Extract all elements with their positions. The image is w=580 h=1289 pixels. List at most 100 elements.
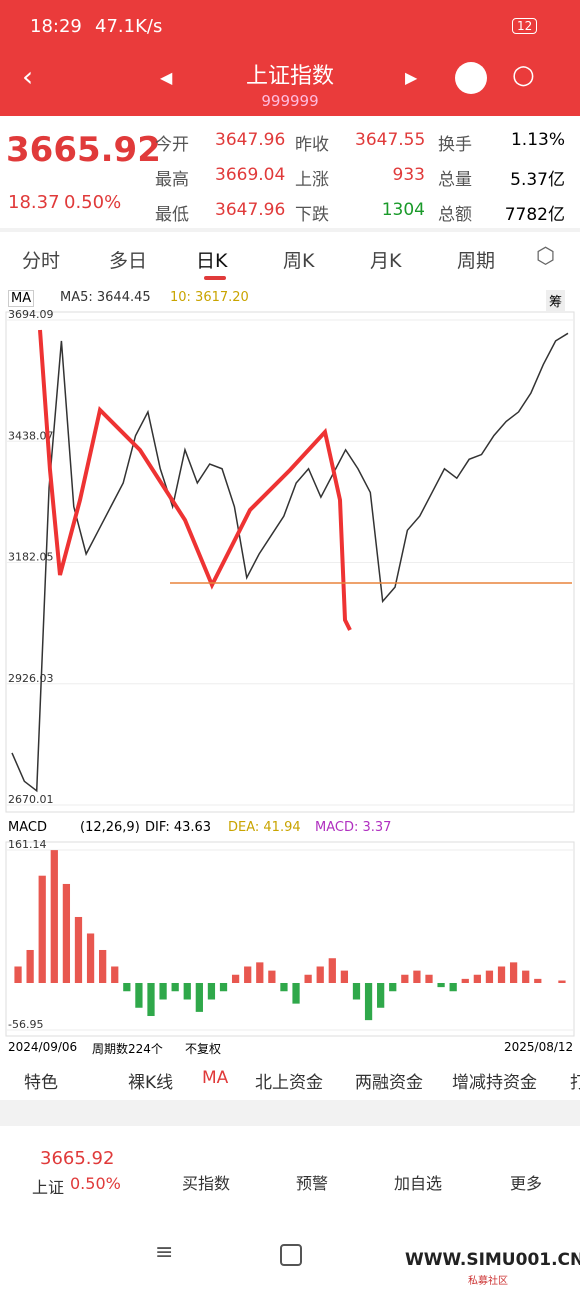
quote-field: 7782亿 <box>504 205 565 225</box>
nav-menu[interactable]: ≡ <box>155 1240 174 1265</box>
macd-frame <box>5 841 575 1037</box>
watermark: WWW.SIMU001.CN <box>405 1250 580 1270</box>
bottom-button[interactable]: 预警 <box>296 1174 329 1193</box>
bottom-price: 3665.92 <box>40 1148 115 1169</box>
indicator-tab[interactable]: 裸K线 <box>128 1073 174 1093</box>
quote-field: 1304 <box>381 200 425 220</box>
ma-dropdown[interactable]: MA <box>8 290 35 307</box>
macd-bar <box>195 982 203 1012</box>
macd-bar <box>123 982 131 992</box>
tab[interactable]: 周K <box>283 250 315 272</box>
quote-field: 3669.04 <box>215 165 286 185</box>
code: 999999 <box>261 92 319 110</box>
bottom-pct: 0.50% <box>70 1174 121 1193</box>
macd-bar <box>38 875 46 983</box>
quote-field: 上涨 <box>295 170 329 190</box>
tab[interactable]: 分时 <box>22 250 61 272</box>
ma10-label: 10: 3617.20 <box>170 290 249 305</box>
search-button[interactable]: ○ <box>512 60 535 90</box>
change-pct: 0.50% <box>64 192 122 213</box>
quote-field: 下跌 <box>295 205 329 225</box>
macd-bar <box>377 982 385 1008</box>
y-tick-label: 2670.01 <box>8 793 54 806</box>
y-tick-label: -56.95 <box>8 1018 43 1031</box>
next-button[interactable]: ▶ <box>405 68 418 87</box>
macd-bar <box>280 982 288 992</box>
macd-bar <box>14 966 22 983</box>
quote-field: 最高 <box>155 170 189 190</box>
quote-field: 今开 <box>155 135 189 155</box>
macd-bar <box>292 982 300 1004</box>
dea-label: DEA: 41.94 <box>228 820 301 835</box>
chip-badge[interactable]: 筹 <box>546 290 566 311</box>
macd-bar <box>522 970 530 983</box>
tab[interactable]: 月K <box>370 250 402 272</box>
bottom-button[interactable]: 更多 <box>510 1174 543 1193</box>
nav-home[interactable] <box>280 1244 302 1266</box>
indicator-tab[interactable]: MA <box>202 1068 229 1088</box>
macd-bar <box>135 982 143 1008</box>
settings-icon[interactable]: ⬡ <box>536 244 556 269</box>
indicator-tab[interactable]: 北上资金 <box>255 1073 323 1093</box>
macd-bar <box>425 974 433 983</box>
robot-icon[interactable] <box>455 62 487 94</box>
macd-bar <box>111 966 119 983</box>
macd-bar <box>62 883 71 983</box>
status-time: 18:29 <box>30 16 82 37</box>
status-speed: 47.1K/s <box>95 16 163 37</box>
periods: 周期数224个 <box>92 1042 163 1056</box>
ma5-label: MA5: 3644.45 <box>60 290 151 305</box>
y-tick-label: 3182.05 <box>8 551 54 564</box>
divider <box>0 228 580 232</box>
macd-bar <box>461 978 469 983</box>
macd-label: MACD: 3.37 <box>315 820 392 835</box>
quote-field: 3647.96 <box>215 130 286 150</box>
bottom-button[interactable]: 买指数 <box>182 1174 231 1193</box>
y-tick-label: 3694.09 <box>8 308 54 321</box>
macd-bar <box>159 982 167 1000</box>
prev-button[interactable]: ◀ <box>160 68 173 87</box>
battery: 12 <box>512 18 538 34</box>
macd-bar <box>558 980 566 983</box>
quote-field: 总量 <box>438 170 472 190</box>
indicator-tab[interactable]: 增减持资金 <box>452 1073 537 1093</box>
y-tick-label: 161.14 <box>8 838 47 851</box>
macd-bar <box>316 966 324 983</box>
macd-bar <box>340 970 349 983</box>
tab[interactable]: 日K <box>196 250 228 272</box>
title: 上证指数 <box>245 64 334 89</box>
macd-bar <box>86 933 95 983</box>
macd-bar <box>449 982 457 992</box>
quote-field: 最低 <box>155 205 189 225</box>
end-date: 2025/08/12 <box>504 1040 574 1054</box>
bottom-button[interactable]: 加自选 <box>394 1174 443 1193</box>
macd-bar <box>473 974 481 983</box>
indicator-tab[interactable]: 特色 <box>24 1073 58 1093</box>
watermark-sub: 私募社区 <box>468 1276 508 1287</box>
macd-bar <box>183 982 191 1000</box>
macd-bar <box>364 982 373 1021</box>
tab[interactable]: 周期 <box>457 250 496 272</box>
macd-bar <box>244 966 252 983</box>
macd-bar <box>147 982 155 1017</box>
macd-bar <box>534 978 542 983</box>
macd-bar <box>497 966 506 983</box>
indicator-tab[interactable]: 打 <box>570 1073 580 1093</box>
indicator-tab[interactable]: 两融资金 <box>355 1073 423 1093</box>
dif-label: DIF: 43.63 <box>145 820 212 835</box>
macd-dropdown[interactable]: MACD <box>8 820 47 835</box>
macd-bar <box>413 970 421 983</box>
back-button[interactable]: ‹ <box>22 60 34 93</box>
quote-field: 1.13% <box>510 130 565 150</box>
macd-bar <box>207 982 216 1000</box>
y-tick-label: 3438.07 <box>8 429 54 442</box>
close-line <box>11 332 569 793</box>
quote-field: 5.37亿 <box>510 170 565 190</box>
macd-bar <box>389 982 397 992</box>
quote-field: 总额 <box>438 205 472 225</box>
macd-bar <box>50 850 58 983</box>
tab[interactable]: 多日 <box>109 250 148 272</box>
macd-bar <box>219 982 228 992</box>
